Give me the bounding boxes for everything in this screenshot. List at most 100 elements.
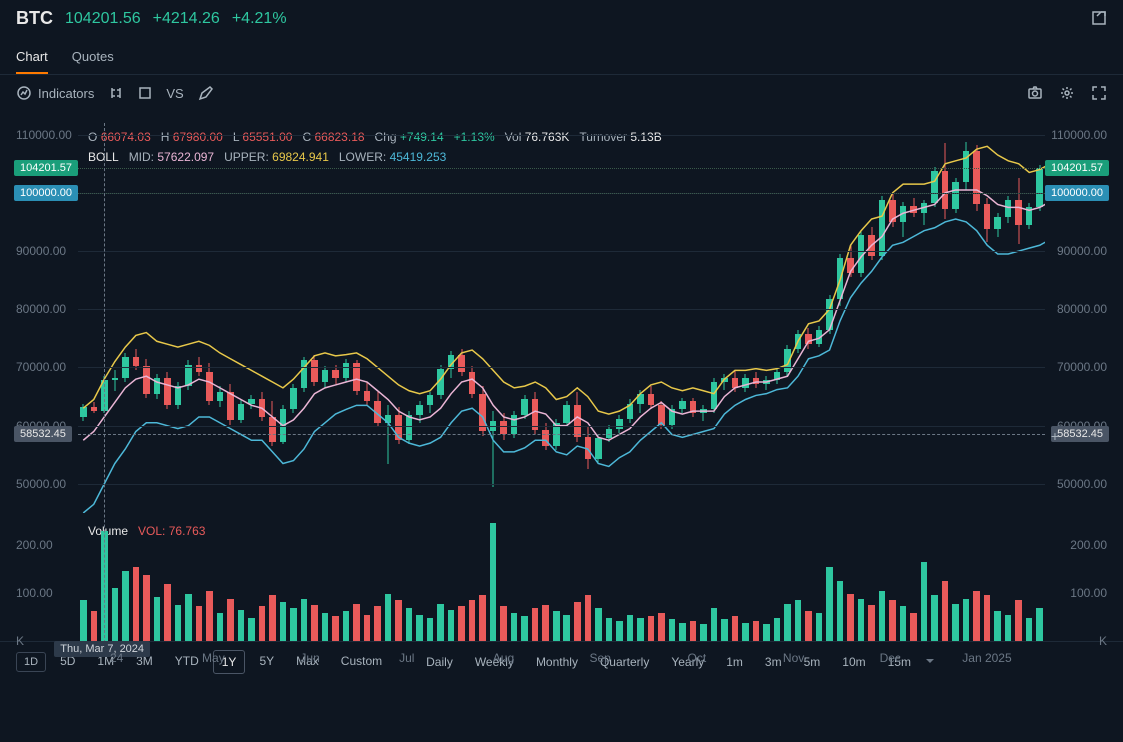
price-badge: 100000.00	[1045, 185, 1109, 201]
price-change: +4214.26	[153, 10, 220, 28]
interval-box[interactable]: 1D	[16, 652, 46, 672]
y-axis-label: 50000.00	[1057, 477, 1107, 491]
candle	[332, 123, 339, 513]
x-axis-label: Nov	[783, 651, 804, 665]
candle	[521, 123, 528, 513]
candle	[973, 123, 980, 513]
volume-bar	[511, 613, 518, 641]
volume-bar	[973, 591, 980, 641]
candle	[301, 123, 308, 513]
candle	[679, 123, 686, 513]
draw-icon[interactable]	[198, 85, 214, 101]
volume-bar	[122, 571, 129, 641]
chart-type-icon[interactable]	[108, 85, 124, 101]
popout-icon[interactable]	[1091, 10, 1107, 26]
candle	[458, 123, 465, 513]
price-badge: 104201.57	[14, 160, 78, 176]
vol-axis-label: 100.00	[1070, 586, 1107, 600]
chevron-down-icon[interactable]	[925, 655, 935, 669]
chart-container[interactable]: 50000.0050000.0060000.0060000.0070000.00…	[8, 111, 1115, 641]
candle	[963, 123, 970, 513]
candle	[269, 123, 276, 513]
interval-1m[interactable]: 1m	[718, 651, 751, 673]
volume-bar	[269, 595, 276, 641]
candle	[185, 123, 192, 513]
candle	[931, 123, 938, 513]
volume-bar	[175, 605, 182, 641]
candle	[532, 123, 539, 513]
candle	[238, 123, 245, 513]
candle	[595, 123, 602, 513]
settings-icon[interactable]	[1059, 85, 1075, 101]
tab-chart[interactable]: Chart	[16, 41, 48, 74]
candle	[416, 123, 423, 513]
volume-bar	[1026, 618, 1033, 641]
candle	[311, 123, 318, 513]
volume-bar	[795, 600, 802, 641]
volume-bar	[332, 616, 339, 641]
volume-bar	[637, 618, 644, 641]
volume-bar	[395, 600, 402, 641]
y-axis-label: 90000.00	[16, 244, 66, 258]
candle	[858, 123, 865, 513]
candle	[133, 123, 140, 513]
volume-bar	[553, 611, 560, 641]
volume-chart[interactable]	[78, 521, 1045, 641]
volume-bar	[185, 594, 192, 641]
volume-bar	[816, 613, 823, 641]
candle	[374, 123, 381, 513]
candle	[753, 123, 760, 513]
volume-bar	[227, 599, 234, 641]
volume-bar	[80, 600, 87, 641]
interval-10m[interactable]: 10m	[834, 651, 873, 673]
candle	[154, 123, 161, 513]
candle	[395, 123, 402, 513]
candle	[879, 123, 886, 513]
volume-bar	[322, 613, 329, 641]
candle	[437, 123, 444, 513]
candle	[585, 123, 592, 513]
fullscreen-icon[interactable]	[1091, 85, 1107, 101]
crosshair-badge: 58532.45	[1051, 426, 1109, 442]
indicators-label: Indicators	[38, 86, 94, 101]
volume-bar	[353, 604, 360, 641]
y-axis-label: 80000.00	[1057, 302, 1107, 316]
x-axis-label: Jun	[300, 651, 319, 665]
square-icon[interactable]	[138, 86, 152, 100]
interval-daily[interactable]: Daily	[418, 651, 461, 673]
vol-axis-label: 100.00	[16, 586, 53, 600]
volume-bar	[563, 615, 570, 641]
volume-bar	[994, 611, 1001, 641]
volume-bar	[658, 613, 665, 641]
volume-bar	[669, 619, 676, 641]
candle	[868, 123, 875, 513]
candle	[711, 123, 718, 513]
candle	[553, 123, 560, 513]
volume-bar	[1036, 608, 1043, 641]
interval-monthly[interactable]: Monthly	[528, 651, 586, 673]
candle	[837, 123, 844, 513]
volume-bar	[742, 623, 749, 641]
volume-bar	[311, 605, 318, 641]
range-5y[interactable]: 5Y	[251, 650, 282, 674]
volume-bar	[585, 595, 592, 641]
volume-bar	[500, 606, 507, 641]
indicators-button[interactable]: Indicators	[16, 85, 94, 101]
volume-bar	[606, 618, 613, 641]
volume-bar	[164, 584, 171, 641]
volume-bar	[154, 597, 161, 641]
current-price: 104201.56	[65, 10, 141, 28]
range-custom[interactable]: Custom	[333, 650, 390, 674]
vol-axis-label: 200.00	[1070, 538, 1107, 552]
price-chart[interactable]	[78, 123, 1045, 513]
y-axis-label: 70000.00	[1057, 360, 1107, 374]
time-selector: 1D 5D1M3MYTD1Y5YMaxCustom DailyWeeklyMon…	[0, 641, 1123, 682]
candle	[658, 123, 665, 513]
camera-icon[interactable]	[1027, 85, 1043, 101]
tab-quotes[interactable]: Quotes	[72, 41, 114, 74]
volume-bar	[406, 608, 413, 641]
candle	[427, 123, 434, 513]
volume-bar	[521, 616, 528, 641]
vs-button[interactable]: VS	[166, 86, 183, 101]
range-ytd[interactable]: YTD	[167, 650, 207, 674]
